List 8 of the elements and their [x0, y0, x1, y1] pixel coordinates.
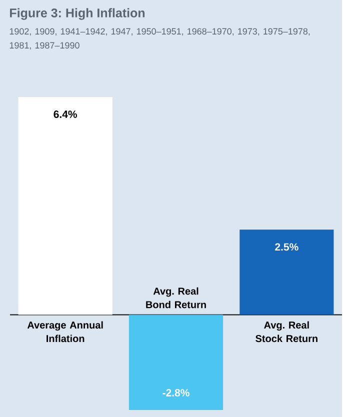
data-label: -2.8%	[162, 389, 190, 396]
x-tick-label: Average Annual Inflation	[28, 321, 104, 342]
data-label: 6.4%	[54, 110, 78, 118]
x-tick-label: Avg. Real Stock Return	[256, 321, 318, 342]
data-label: 2.5%	[275, 243, 299, 251]
chart-subtitle: 1902, 1909, 1941–1942, 1947, 1950–1951, 1968–1970, 1973, 1975–1978, 1981, 1987–1990	[10, 28, 310, 50]
chart-title: Figure 3: High Inflation	[10, 8, 145, 20]
x-tick-label: Avg. Real Bond Return	[146, 287, 206, 308]
